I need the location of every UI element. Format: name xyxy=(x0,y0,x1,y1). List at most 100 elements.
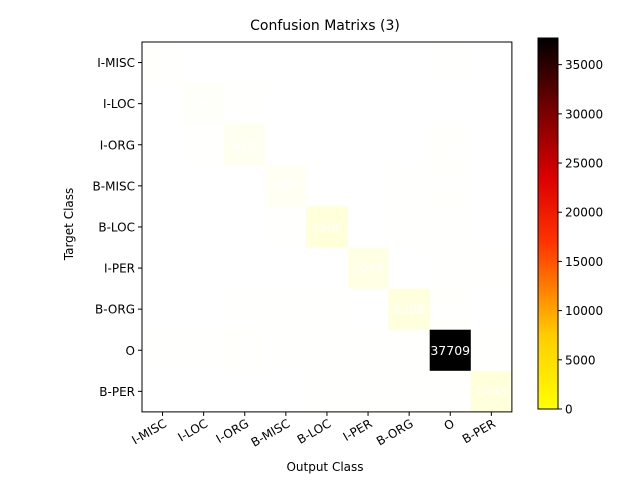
cell-value-label: 27 xyxy=(196,137,212,152)
cell-value-label: 6 xyxy=(200,219,208,234)
y-tick-label: B-MISC xyxy=(93,179,135,193)
x-tick-label: I-PER xyxy=(341,416,375,444)
y-tick-label: I-LOC xyxy=(103,97,135,111)
x-tick-label: B-MISC xyxy=(249,416,293,449)
cell-value-label: 1443 xyxy=(475,384,507,399)
heatmap-cell xyxy=(142,42,184,84)
colorbar-tick-label: 35000 xyxy=(565,58,603,72)
cell-value-label: 69 xyxy=(442,55,458,70)
heatmap-cell xyxy=(470,206,513,248)
cell-value-label: 1 xyxy=(487,55,495,70)
cell-value-label: 58 xyxy=(401,219,417,234)
heatmap-cell xyxy=(429,206,472,248)
colorbar-ticks: 0 5000 10000 15000 20000 25000 30000 35000 xyxy=(558,58,603,417)
cell-value-label: 0 xyxy=(364,302,372,317)
heatmap-cell xyxy=(183,42,225,84)
x-tick-label: O xyxy=(442,416,457,433)
heatmap-cell xyxy=(183,83,225,125)
heatmap-cell xyxy=(470,247,513,290)
cell-value-label: 9 xyxy=(241,55,249,70)
cell-value-label: 0 xyxy=(487,96,495,111)
heatmap-cell xyxy=(142,370,184,413)
cell-value-label: 0 xyxy=(364,219,372,234)
cell-value-label: 3 xyxy=(364,55,372,70)
heatmap-cell xyxy=(142,288,184,331)
heatmap-cell xyxy=(183,329,225,372)
cell-value-label: 1 xyxy=(241,384,249,399)
heatmap-cell xyxy=(470,165,513,207)
heatmap-cell xyxy=(347,124,390,166)
heatmap-cell xyxy=(224,83,266,125)
cell-value-label: 154 xyxy=(233,343,257,358)
heatmap-cell xyxy=(183,165,225,207)
cell-value-label: 0 xyxy=(405,96,413,111)
heatmap-cell xyxy=(470,42,513,84)
cell-value-label: 1506 xyxy=(311,219,343,234)
y-tick-label: I-PER xyxy=(104,262,135,276)
heatmap-cell xyxy=(388,370,431,413)
heatmap-cell xyxy=(183,288,225,331)
cell-value-label: 0 xyxy=(200,302,208,317)
heatmap-cell xyxy=(265,370,307,413)
heatmap-cell xyxy=(142,247,184,290)
cell-value-label: 47 xyxy=(278,302,294,317)
heatmap-cell xyxy=(470,83,513,125)
heatmap-cell xyxy=(347,247,390,290)
heatmap-cell xyxy=(142,83,184,125)
heatmap-cells: 122 2 9 8 0 3 2 69 17 199 24 0 11 1 0 15 018 27 620 3 13 9 19 1… xyxy=(142,42,513,413)
cell-value-label: 2 xyxy=(200,55,208,70)
cell-value-label: 16 xyxy=(483,302,499,317)
cell-value-label: 1 xyxy=(200,384,208,399)
cell-value-label: 0 xyxy=(241,178,249,193)
cell-value-label: 2 xyxy=(159,302,167,317)
cell-value-label: 36 xyxy=(401,384,417,399)
heatmap-cell xyxy=(265,247,307,290)
y-axis-ticks: I-MISC I-LOC I-ORG B-MISC B-LOC I-PER B-ORG O B-… xyxy=(93,56,142,399)
x-tick-label: B-PER xyxy=(460,416,498,446)
x-tick-label: B-ORG xyxy=(374,416,416,448)
heatmap-cell xyxy=(429,42,472,84)
x-tick-label: B-LOC xyxy=(295,416,334,446)
colorbar-tick-label: 20000 xyxy=(565,206,603,220)
heatmap-cell xyxy=(306,329,348,372)
cell-value-label: 11 xyxy=(237,261,253,276)
heatmap-cell xyxy=(388,165,431,207)
cell-value-label: 9 xyxy=(282,384,290,399)
cell-value-label: 47 xyxy=(442,219,458,234)
cell-value-label: 22 xyxy=(319,384,335,399)
cell-value-label: 26 xyxy=(278,219,294,234)
heatmap-cell xyxy=(347,42,390,84)
heatmap-cell xyxy=(388,42,431,84)
cell-value-label: 1 xyxy=(323,261,331,276)
cell-value-label: 6 xyxy=(159,178,167,193)
cell-value-label: 37 xyxy=(442,261,458,276)
heatmap-cell xyxy=(306,370,348,413)
heatmap-cell xyxy=(388,83,431,125)
cell-value-label: 0 xyxy=(323,55,331,70)
cell-value-label: 85 xyxy=(155,343,171,358)
x-tick-label: I-LOC xyxy=(175,416,210,444)
cell-value-label: 15 xyxy=(442,96,458,111)
cell-value-label: 90 xyxy=(278,343,294,358)
x-tick-label: I-ORG xyxy=(214,416,252,446)
cell-value-label: 13 xyxy=(319,137,335,152)
heatmap-cell xyxy=(265,288,307,331)
y-tick-label: B-PER xyxy=(99,385,135,399)
cell-value-label: 199 xyxy=(192,96,216,111)
heatmap-cell xyxy=(347,165,390,207)
heatmap-cell xyxy=(265,165,307,207)
heatmap-cell xyxy=(347,206,390,248)
heatmap-cell xyxy=(306,124,348,166)
colorbar-tick-label: 30000 xyxy=(565,107,603,121)
cell-value-label: 79 xyxy=(442,384,458,399)
heatmap-cell xyxy=(347,370,390,413)
cell-value-label: 122 xyxy=(151,55,175,70)
cell-value-label: 26 xyxy=(360,384,376,399)
cell-value-label: 1 xyxy=(487,137,495,152)
cell-value-label: 0 xyxy=(200,178,208,193)
heatmap-cell xyxy=(429,329,472,372)
heatmap-cell xyxy=(224,329,266,372)
cell-value-label: 2 xyxy=(159,219,167,234)
